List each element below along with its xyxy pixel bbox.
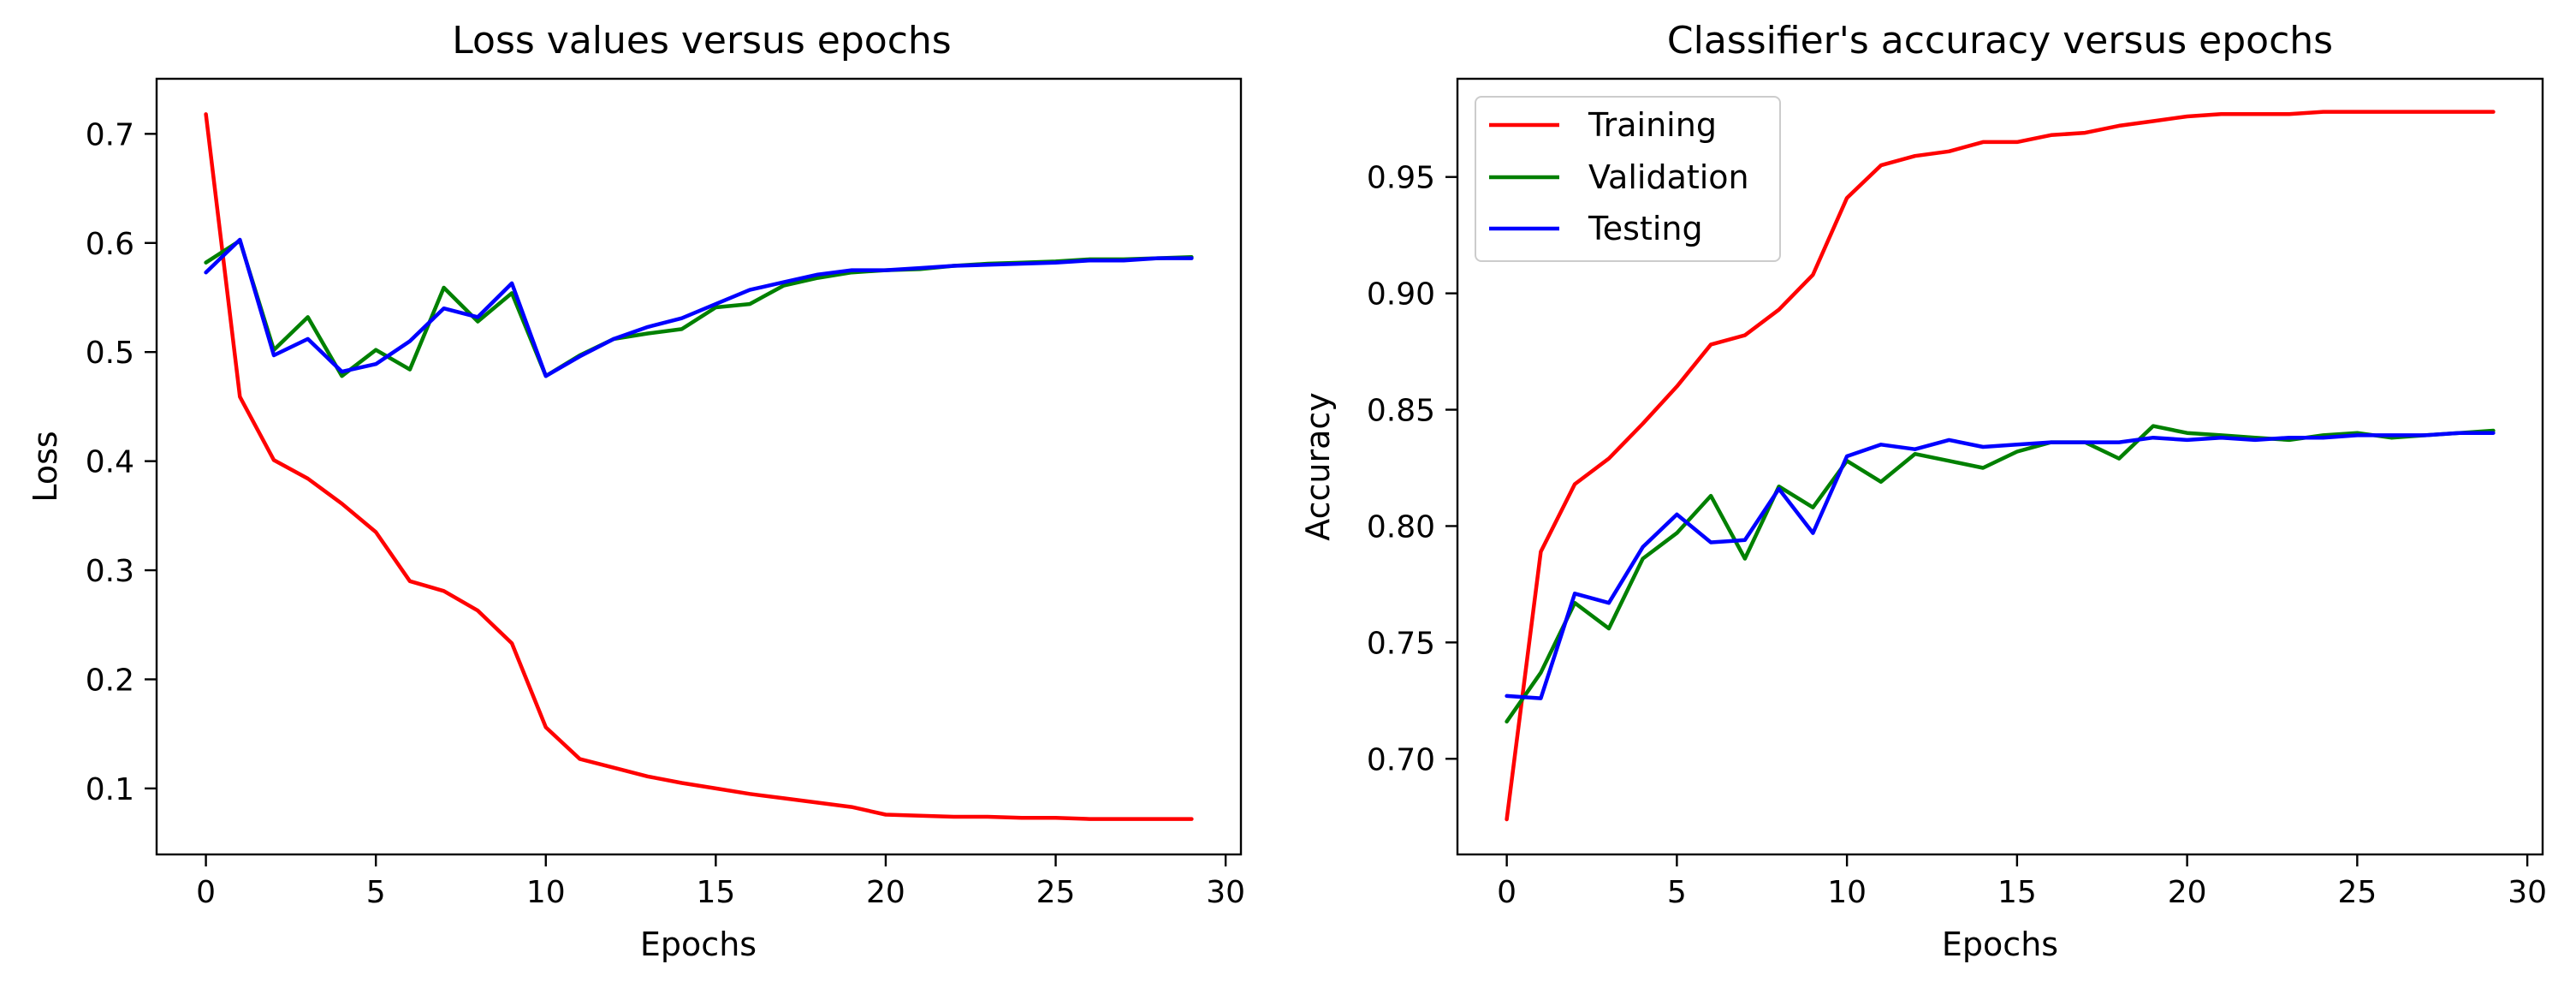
loss-chart-panel: Loss values versus epochs 0 5 10 15 20 25 30 0… <box>27 19 1245 963</box>
accuracy-line-testing <box>1505 431 2496 700</box>
accuracy-y-tick-label: 0.70 <box>1367 742 1435 777</box>
loss-x-tick-label: 25 <box>1036 875 1076 910</box>
loss-line-validation <box>204 238 1194 378</box>
legend-label-validation: Validation <box>1588 158 1749 196</box>
accuracy-y-tick-label: 0.85 <box>1367 394 1435 429</box>
accuracy-chart-panel: Classifier's accuracy versus epochs 0 5 10… <box>1299 19 2547 963</box>
accuracy-series-layer <box>1505 110 2496 822</box>
accuracy-x-tick-label: 5 <box>1667 875 1687 910</box>
accuracy-legend: Training Validation Testing <box>1475 96 1781 262</box>
loss-line-testing <box>204 237 1194 378</box>
loss-x-tick-label: 30 <box>1206 875 1245 910</box>
loss-series-layer <box>204 112 1194 821</box>
accuracy-y-tick-label: 0.90 <box>1367 277 1435 312</box>
accuracy-x-tick-label: 0 <box>1497 875 1517 910</box>
loss-y-ticks: 0.1 0.2 0.3 0.4 0.5 0.6 0.7 <box>86 117 157 807</box>
loss-y-tick-label: 0.6 <box>86 227 134 262</box>
loss-y-tick-label: 0.3 <box>86 554 134 589</box>
accuracy-x-tick-label: 20 <box>2168 875 2207 910</box>
loss-y-axis-label: Loss <box>27 431 64 502</box>
loss-y-tick-label: 0.7 <box>86 117 134 152</box>
accuracy-line-validation <box>1505 424 2496 724</box>
legend-label-testing: Testing <box>1588 210 1703 247</box>
loss-y-tick-label: 0.5 <box>86 336 134 371</box>
accuracy-x-axis-label: Epochs <box>1942 926 2058 963</box>
legend-label-training: Training <box>1588 106 1717 144</box>
accuracy-line-training <box>1505 110 2496 822</box>
loss-y-tick-label: 0.4 <box>86 445 134 480</box>
loss-x-tick-label: 0 <box>196 875 216 910</box>
loss-y-tick-label: 0.2 <box>86 663 134 698</box>
loss-x-ticks: 0 5 10 15 20 25 30 <box>196 854 1245 910</box>
loss-chart-title: Loss values versus epochs <box>452 19 951 62</box>
accuracy-plot-frame <box>1456 77 2544 856</box>
loss-x-tick-label: 15 <box>696 875 735 910</box>
accuracy-y-tick-label: 0.75 <box>1367 626 1435 661</box>
loss-x-tick-label: 10 <box>526 875 566 910</box>
legend-box <box>1475 96 1781 262</box>
accuracy-y-axis-label: Accuracy <box>1299 392 1337 541</box>
accuracy-y-tick-label: 0.80 <box>1367 509 1435 545</box>
accuracy-x-tick-label: 30 <box>2508 875 2547 910</box>
loss-x-tick-label: 5 <box>366 875 386 910</box>
loss-plot-frame <box>155 77 1243 856</box>
loss-y-tick-label: 0.1 <box>86 772 134 807</box>
loss-x-tick-label: 20 <box>866 875 905 910</box>
accuracy-y-ticks: 0.70 0.75 0.80 0.85 0.90 0.95 <box>1367 161 1457 777</box>
accuracy-x-tick-label: 15 <box>1997 875 2037 910</box>
accuracy-chart-title: Classifier's accuracy versus epochs <box>1667 19 2333 62</box>
loss-x-axis-label: Epochs <box>640 926 757 963</box>
loss-line-training <box>204 112 1194 821</box>
accuracy-x-ticks: 0 5 10 15 20 25 30 <box>1497 854 2547 910</box>
accuracy-x-tick-label: 10 <box>1827 875 1867 910</box>
accuracy-x-tick-label: 25 <box>2337 875 2377 910</box>
accuracy-y-tick-label: 0.95 <box>1367 161 1435 196</box>
